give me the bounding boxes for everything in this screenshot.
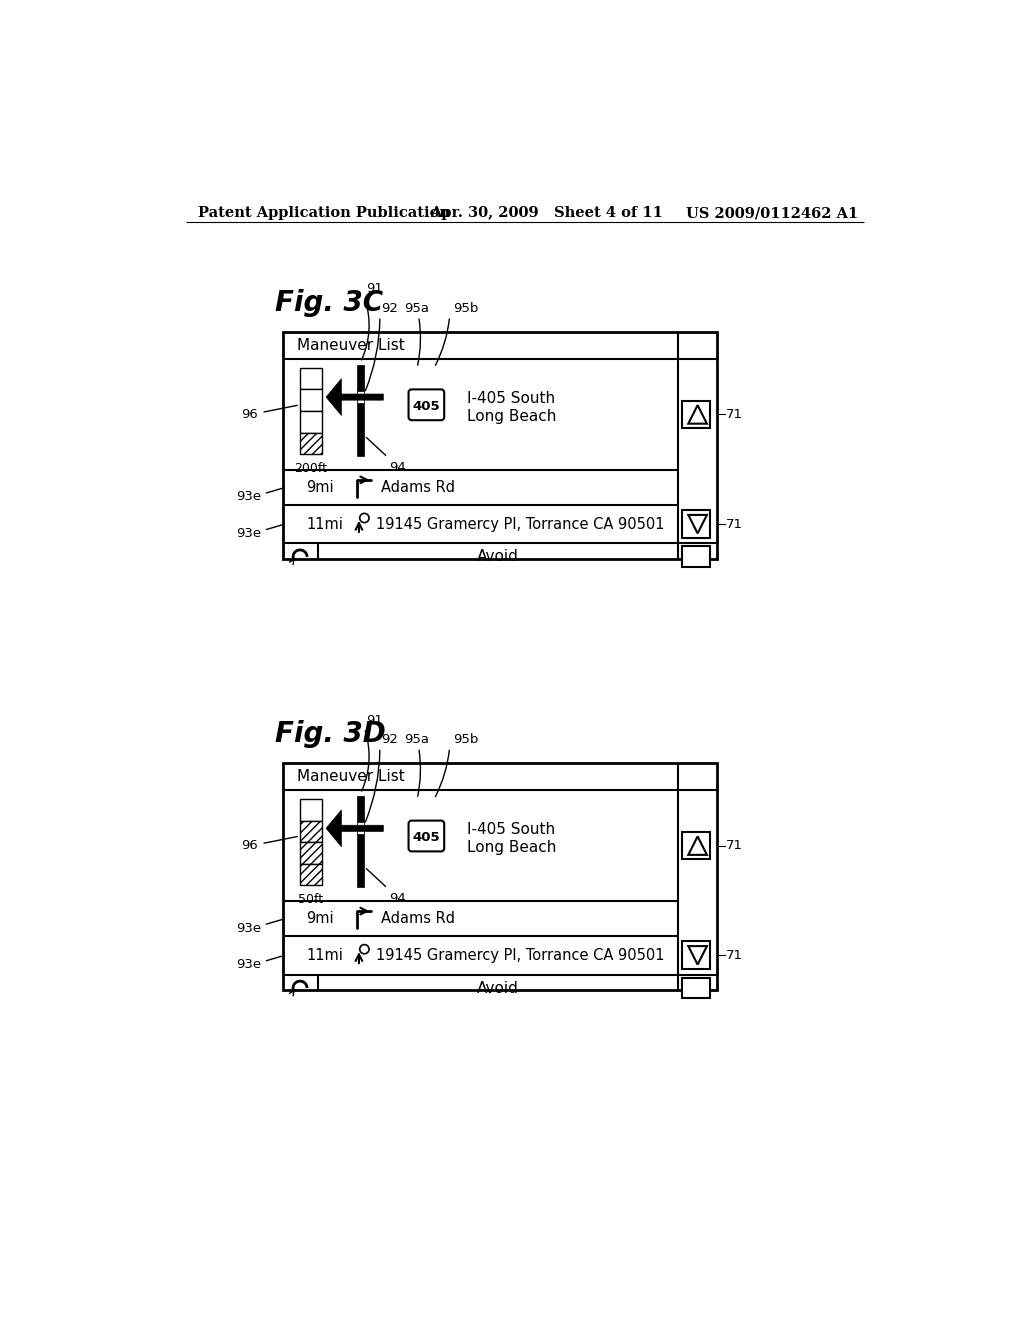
Text: 405: 405 xyxy=(413,832,440,843)
Bar xyxy=(283,331,717,558)
Text: Avoid: Avoid xyxy=(477,549,519,565)
Text: 91: 91 xyxy=(366,714,383,726)
Text: 93e: 93e xyxy=(237,921,261,935)
Text: Fig. 3D: Fig. 3D xyxy=(275,721,386,748)
Text: Fig. 3C: Fig. 3C xyxy=(275,289,383,317)
Text: 405: 405 xyxy=(413,400,440,413)
Bar xyxy=(357,391,364,404)
Bar xyxy=(300,411,322,433)
Bar xyxy=(300,368,322,389)
Text: Adams Rd: Adams Rd xyxy=(381,911,456,927)
Text: 91: 91 xyxy=(366,282,383,296)
FancyBboxPatch shape xyxy=(409,821,444,851)
Bar xyxy=(300,863,322,886)
Text: 71: 71 xyxy=(726,517,743,531)
Text: 95b: 95b xyxy=(453,733,478,746)
Bar xyxy=(356,796,365,887)
Text: 95b: 95b xyxy=(453,302,478,314)
Text: 93e: 93e xyxy=(237,958,261,972)
Text: US 2009/0112462 A1: US 2009/0112462 A1 xyxy=(686,206,858,220)
Bar xyxy=(682,511,710,539)
Text: 71: 71 xyxy=(726,840,743,853)
FancyBboxPatch shape xyxy=(409,389,444,420)
Bar xyxy=(356,364,365,455)
Text: 95a: 95a xyxy=(404,302,430,314)
Text: 93e: 93e xyxy=(237,490,261,503)
Bar xyxy=(682,978,710,998)
Bar xyxy=(283,763,717,990)
Text: 95a: 95a xyxy=(404,733,430,746)
Text: 96: 96 xyxy=(242,838,258,851)
Bar xyxy=(300,842,322,863)
Text: 94: 94 xyxy=(389,461,406,474)
Bar xyxy=(300,821,322,842)
Text: 11mi: 11mi xyxy=(306,516,343,532)
Text: Long Beach: Long Beach xyxy=(467,409,556,424)
Text: Long Beach: Long Beach xyxy=(467,840,556,855)
Text: Maneuver List: Maneuver List xyxy=(297,338,404,352)
Bar xyxy=(682,832,710,859)
Text: Maneuver List: Maneuver List xyxy=(297,768,404,784)
Text: 96: 96 xyxy=(242,408,258,421)
Text: 9mi: 9mi xyxy=(306,911,334,927)
Text: 11mi: 11mi xyxy=(306,948,343,962)
Bar xyxy=(682,400,710,428)
Text: 71: 71 xyxy=(726,949,743,962)
Text: Apr. 30, 2009: Apr. 30, 2009 xyxy=(430,206,539,220)
Text: Adams Rd: Adams Rd xyxy=(381,480,456,495)
Text: I-405 South: I-405 South xyxy=(467,822,555,837)
Text: 200ft: 200ft xyxy=(295,462,328,475)
Text: 71: 71 xyxy=(726,408,743,421)
Bar xyxy=(300,799,322,821)
Text: Patent Application Publication: Patent Application Publication xyxy=(198,206,450,220)
Bar xyxy=(300,433,322,454)
Text: Sheet 4 of 11: Sheet 4 of 11 xyxy=(554,206,664,220)
Text: Avoid: Avoid xyxy=(477,981,519,995)
Text: I-405 South: I-405 South xyxy=(467,391,555,407)
Text: 94: 94 xyxy=(389,892,406,906)
Text: 92: 92 xyxy=(381,733,398,746)
Text: 19145 Gramercy Pl, Torrance CA 90501: 19145 Gramercy Pl, Torrance CA 90501 xyxy=(376,516,665,532)
Text: 9mi: 9mi xyxy=(306,480,334,495)
Text: 50ft: 50ft xyxy=(298,892,324,906)
Bar xyxy=(682,941,710,969)
Text: 93e: 93e xyxy=(237,527,261,540)
Bar xyxy=(357,822,364,834)
Bar xyxy=(682,546,710,568)
Bar xyxy=(300,389,322,411)
Text: 19145 Gramercy Pl, Torrance CA 90501: 19145 Gramercy Pl, Torrance CA 90501 xyxy=(376,948,665,962)
Text: 92: 92 xyxy=(381,302,398,314)
